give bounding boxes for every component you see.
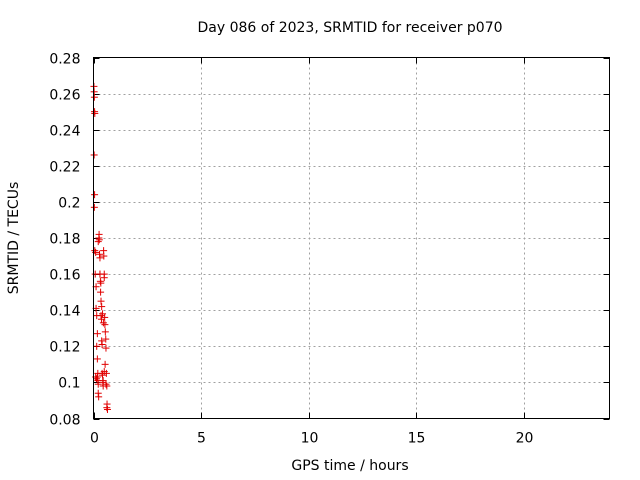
data-point (102, 344, 110, 352)
data-point (93, 342, 101, 350)
data-point (96, 254, 104, 262)
data-point (94, 380, 102, 388)
data-point (103, 405, 111, 413)
y-tick-label: 0.24 (49, 124, 80, 140)
y-tick-label: 0.08 (49, 413, 80, 429)
y-tick-label: 0.18 (49, 232, 80, 248)
tick-layer (93, 57, 610, 420)
data-point (97, 288, 105, 296)
y-tick-label: 0.22 (49, 160, 80, 176)
x-axis-label: GPS time / hours (291, 458, 408, 474)
data-point (95, 393, 103, 401)
y-tick-label: 0.12 (49, 340, 80, 356)
data-point (100, 274, 108, 282)
data-point (101, 328, 109, 336)
plot-frame (93, 57, 610, 419)
x-tick-labels: 0 5 10 15 20 (90, 431, 533, 447)
data-points (90, 82, 111, 413)
data-point (102, 335, 110, 343)
data-point (97, 297, 105, 305)
y-tick-label: 0.2 (58, 196, 80, 212)
data-point (91, 247, 99, 255)
x-tick-label: 0 (90, 431, 99, 447)
data-point (100, 252, 108, 260)
chart-title: Day 086 of 2023, SRMTID for receiver p07… (197, 20, 502, 36)
x-tick-label: 5 (197, 431, 206, 447)
data-point (98, 303, 106, 311)
data-point (91, 191, 99, 199)
y-tick-labels: 0.08 0.1 0.12 0.14 0.16 0.18 0.2 0.22 0.24 0.26 0.… (49, 52, 80, 429)
data-point (103, 382, 111, 390)
data-point (100, 368, 108, 376)
data-point (99, 371, 107, 379)
x-tick-label: 15 (408, 431, 426, 447)
data-point (101, 321, 109, 329)
x-tick-label: 10 (301, 431, 319, 447)
y-tick-label: 0.26 (49, 88, 80, 104)
data-point (98, 340, 106, 348)
y-tick-label: 0.16 (49, 268, 80, 284)
data-point (96, 270, 104, 278)
data-point (93, 330, 101, 338)
data-point (95, 230, 103, 238)
x-tick-label: 20 (516, 431, 534, 447)
data-point (93, 355, 101, 363)
data-point (90, 203, 98, 211)
data-point (97, 315, 105, 323)
data-point (99, 319, 107, 327)
data-point (101, 360, 109, 368)
data-point (93, 375, 101, 383)
y-tick-label: 0.1 (58, 376, 80, 392)
grid-layer (93, 57, 610, 419)
data-point (90, 151, 98, 159)
data-point (103, 404, 111, 412)
data-point (90, 93, 98, 101)
data-point (94, 238, 102, 246)
data-point (101, 313, 109, 321)
data-point (102, 380, 110, 388)
y-tick-label: 0.14 (49, 304, 80, 320)
y-axis-label: SRMTID / TECUs (6, 182, 22, 295)
data-point (91, 109, 99, 117)
data-point (99, 310, 107, 318)
data-point (93, 373, 101, 381)
y-tick-label: 0.28 (49, 52, 80, 68)
data-point (97, 279, 105, 287)
